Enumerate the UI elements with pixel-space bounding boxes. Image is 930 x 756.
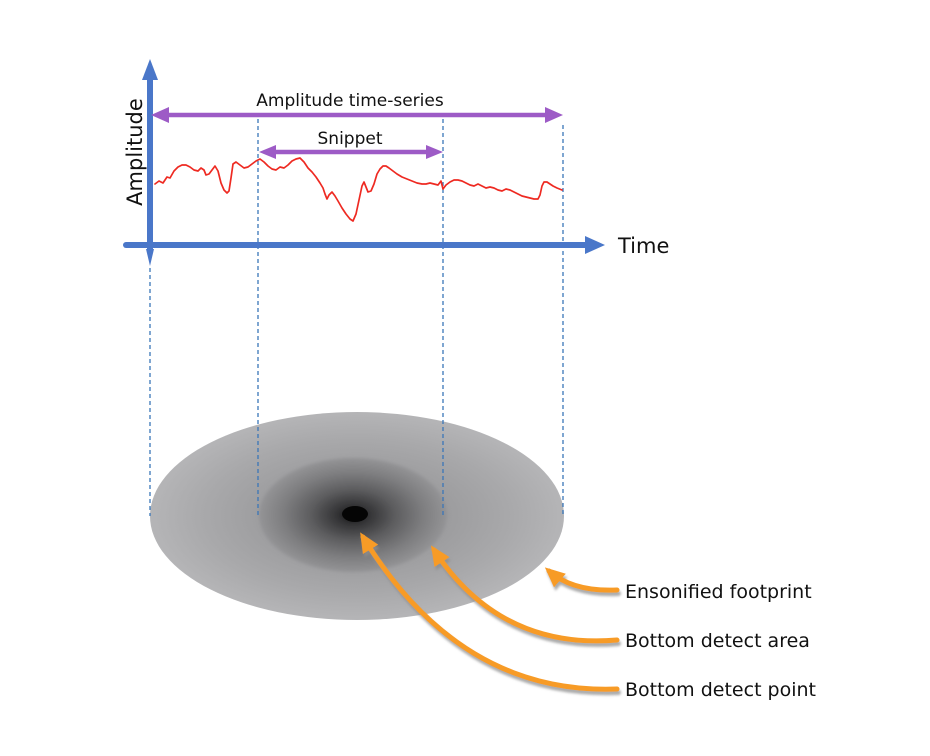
snippet-arrow-left-head-icon [259, 145, 276, 159]
callout-arrows-group [360, 532, 620, 692]
amplitude-series-extent-arrow [151, 107, 563, 123]
axes-group [123, 59, 605, 266]
callout-label-footprint: Ensonified footprint [625, 581, 812, 603]
series-arrow-left-head-icon [151, 107, 169, 123]
snippet-arrow-label: Snippet [318, 129, 383, 149]
footprint-group [150, 412, 564, 620]
bottom-detect-point-dot [342, 506, 368, 522]
y-axis-label: Amplitude [123, 98, 147, 206]
extent-arrows-group [151, 107, 563, 159]
snippet-extent-arrow [259, 145, 443, 159]
snippet-arrow-right-head-icon [426, 145, 443, 159]
callout-label-detect-area: Bottom detect area [625, 630, 810, 652]
callout-arrow-detect-point [360, 532, 620, 692]
x-axis-label: Time [617, 234, 669, 258]
callout-arrow-footprint [544, 567, 620, 593]
projection-guide-lines [149, 119, 564, 516]
callout-label-detect-point: Bottom detect point [625, 679, 816, 701]
series-arrow-right-head-icon [545, 107, 563, 123]
x-axis-arrowhead-icon [585, 236, 605, 254]
amplitude-waveform [154, 157, 563, 222]
callout-arrow-detect-area [430, 545, 620, 644]
y-axis-bottom-taper [146, 249, 154, 266]
series-arrow-label: Amplitude time-series [256, 91, 444, 111]
y-axis-arrowhead-icon [142, 59, 158, 80]
